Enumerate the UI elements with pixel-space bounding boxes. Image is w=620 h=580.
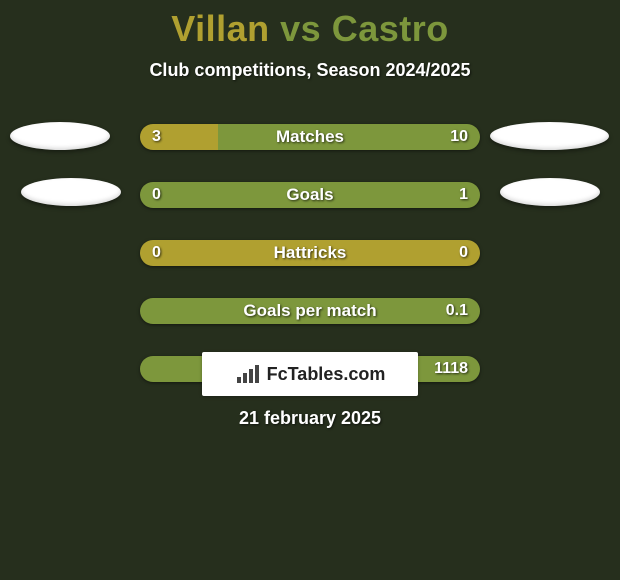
stat-label: Matches [140,124,480,150]
page-title: Villan vs Castro [0,0,620,50]
subtitle: Club competitions, Season 2024/2025 [0,60,620,81]
stats-list: 310Matches01Goals00Hattricks0.1Goals per… [0,118,620,388]
decorative-ellipse [21,178,121,206]
title-right-player: Castro [332,8,449,49]
title-vs: vs [280,8,321,49]
stat-label: Goals per match [140,298,480,324]
decorative-ellipse [10,122,110,150]
brand-bars-icon [235,363,261,385]
stat-label: Goals [140,182,480,208]
date-text: 21 february 2025 [0,408,620,429]
decorative-ellipse [500,178,600,206]
brand-text: FcTables.com [267,364,386,385]
stat-row: 0.1Goals per match [0,292,620,330]
stat-label: Hattricks [140,240,480,266]
decorative-ellipse [490,122,609,150]
comparison-card: Villan vs Castro Club competitions, Seas… [0,0,620,580]
brand-badge: FcTables.com [202,352,418,396]
stat-row: 00Hattricks [0,234,620,272]
title-left-player: Villan [171,8,269,49]
